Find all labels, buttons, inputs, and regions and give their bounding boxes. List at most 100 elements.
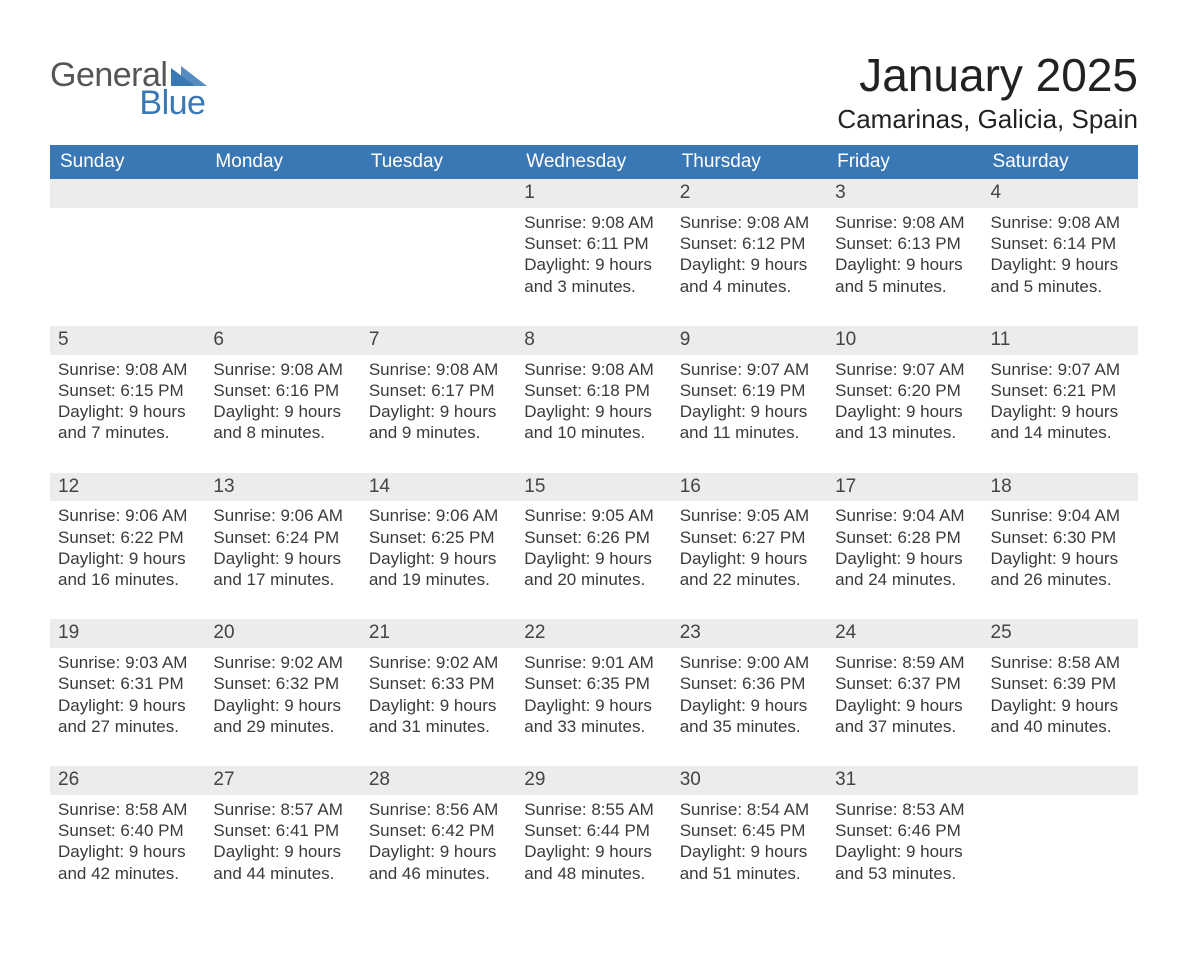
weekday-header: Tuesday (361, 145, 516, 179)
day-daylight1-line: Daylight: 9 hours (369, 548, 508, 569)
month-title: January 2025 (837, 48, 1138, 102)
day-daylight1-line: Daylight: 9 hours (369, 401, 508, 422)
day-daylight1-line: Daylight: 9 hours (680, 548, 819, 569)
brand-word2: Blue (50, 86, 207, 120)
day-sunset-line: Sunset: 6:20 PM (835, 380, 974, 401)
day-number: 13 (205, 473, 360, 502)
calendar-day-cell: 11Sunrise: 9:07 AMSunset: 6:21 PMDayligh… (983, 326, 1138, 473)
day-daylight2-line: and 46 minutes. (369, 863, 508, 884)
day-daylight2-line: and 11 minutes. (680, 422, 819, 443)
day-details: Sunrise: 8:53 AMSunset: 6:46 PMDaylight:… (827, 795, 982, 913)
weekday-header: Monday (205, 145, 360, 179)
day-sunset-line: Sunset: 6:11 PM (524, 233, 663, 254)
day-details: Sunrise: 9:07 AMSunset: 6:19 PMDaylight:… (672, 355, 827, 473)
calendar-week-row: 1Sunrise: 9:08 AMSunset: 6:11 PMDaylight… (50, 179, 1138, 326)
calendar-page: General Blue January 2025 Camarinas, Gal… (0, 0, 1188, 973)
day-daylight2-line: and 26 minutes. (991, 569, 1130, 590)
day-sunrise-line: Sunrise: 8:58 AM (58, 799, 197, 820)
day-number: 20 (205, 619, 360, 648)
day-sunrise-line: Sunrise: 8:53 AM (835, 799, 974, 820)
day-daylight1-line: Daylight: 9 hours (680, 695, 819, 716)
day-number: 26 (50, 766, 205, 795)
calendar-day-cell: 16Sunrise: 9:05 AMSunset: 6:27 PMDayligh… (672, 473, 827, 620)
day-daylight1-line: Daylight: 9 hours (680, 841, 819, 862)
day-number: 8 (516, 326, 671, 355)
day-details: Sunrise: 9:08 AMSunset: 6:16 PMDaylight:… (205, 355, 360, 473)
day-daylight1-line: Daylight: 9 hours (680, 254, 819, 275)
calendar-day-cell: 21Sunrise: 9:02 AMSunset: 6:33 PMDayligh… (361, 619, 516, 766)
day-sunset-line: Sunset: 6:46 PM (835, 820, 974, 841)
day-sunset-line: Sunset: 6:32 PM (213, 673, 352, 694)
day-daylight2-line: and 31 minutes. (369, 716, 508, 737)
day-details: Sunrise: 9:02 AMSunset: 6:33 PMDaylight:… (361, 648, 516, 766)
day-sunset-line: Sunset: 6:16 PM (213, 380, 352, 401)
day-details: Sunrise: 9:08 AMSunset: 6:13 PMDaylight:… (827, 208, 982, 326)
day-details: Sunrise: 9:04 AMSunset: 6:28 PMDaylight:… (827, 501, 982, 619)
day-sunrise-line: Sunrise: 9:08 AM (213, 359, 352, 380)
calendar-day-cell: 7Sunrise: 9:08 AMSunset: 6:17 PMDaylight… (361, 326, 516, 473)
day-daylight2-line: and 48 minutes. (524, 863, 663, 884)
day-daylight2-line: and 27 minutes. (58, 716, 197, 737)
day-daylight1-line: Daylight: 9 hours (835, 695, 974, 716)
calendar-week-row: 19Sunrise: 9:03 AMSunset: 6:31 PMDayligh… (50, 619, 1138, 766)
day-details: Sunrise: 9:04 AMSunset: 6:30 PMDaylight:… (983, 501, 1138, 619)
day-daylight1-line: Daylight: 9 hours (835, 548, 974, 569)
day-details: Sunrise: 9:08 AMSunset: 6:17 PMDaylight:… (361, 355, 516, 473)
day-sunset-line: Sunset: 6:42 PM (369, 820, 508, 841)
calendar-day-cell (50, 179, 205, 326)
day-number: 3 (827, 179, 982, 208)
day-daylight2-line: and 5 minutes. (991, 276, 1130, 297)
calendar-day-cell: 27Sunrise: 8:57 AMSunset: 6:41 PMDayligh… (205, 766, 360, 913)
day-details: Sunrise: 9:07 AMSunset: 6:20 PMDaylight:… (827, 355, 982, 473)
day-number (983, 766, 1138, 795)
day-daylight1-line: Daylight: 9 hours (58, 695, 197, 716)
day-details: Sunrise: 8:54 AMSunset: 6:45 PMDaylight:… (672, 795, 827, 913)
weekday-header: Sunday (50, 145, 205, 179)
day-details: Sunrise: 8:57 AMSunset: 6:41 PMDaylight:… (205, 795, 360, 913)
day-sunset-line: Sunset: 6:17 PM (369, 380, 508, 401)
day-daylight1-line: Daylight: 9 hours (58, 841, 197, 862)
day-daylight1-line: Daylight: 9 hours (991, 254, 1130, 275)
day-daylight1-line: Daylight: 9 hours (524, 548, 663, 569)
calendar-day-cell: 28Sunrise: 8:56 AMSunset: 6:42 PMDayligh… (361, 766, 516, 913)
calendar-day-cell: 4Sunrise: 9:08 AMSunset: 6:14 PMDaylight… (983, 179, 1138, 326)
day-number: 23 (672, 619, 827, 648)
title-block: January 2025 Camarinas, Galicia, Spain (837, 40, 1138, 145)
weekday-header: Thursday (672, 145, 827, 179)
calendar-day-cell: 8Sunrise: 9:08 AMSunset: 6:18 PMDaylight… (516, 326, 671, 473)
day-sunrise-line: Sunrise: 9:04 AM (835, 505, 974, 526)
day-daylight1-line: Daylight: 9 hours (835, 841, 974, 862)
day-details: Sunrise: 9:01 AMSunset: 6:35 PMDaylight:… (516, 648, 671, 766)
day-number: 28 (361, 766, 516, 795)
day-sunset-line: Sunset: 6:41 PM (213, 820, 352, 841)
day-details (50, 208, 205, 326)
day-number: 15 (516, 473, 671, 502)
day-details: Sunrise: 9:05 AMSunset: 6:26 PMDaylight:… (516, 501, 671, 619)
day-sunrise-line: Sunrise: 9:03 AM (58, 652, 197, 673)
day-number: 7 (361, 326, 516, 355)
day-details: Sunrise: 9:02 AMSunset: 6:32 PMDaylight:… (205, 648, 360, 766)
calendar-day-cell: 31Sunrise: 8:53 AMSunset: 6:46 PMDayligh… (827, 766, 982, 913)
day-number: 10 (827, 326, 982, 355)
day-number: 30 (672, 766, 827, 795)
day-number: 19 (50, 619, 205, 648)
day-sunrise-line: Sunrise: 9:02 AM (213, 652, 352, 673)
day-sunrise-line: Sunrise: 9:04 AM (991, 505, 1130, 526)
day-sunrise-line: Sunrise: 9:05 AM (524, 505, 663, 526)
day-details (361, 208, 516, 326)
day-daylight1-line: Daylight: 9 hours (991, 401, 1130, 422)
day-details: Sunrise: 9:07 AMSunset: 6:21 PMDaylight:… (983, 355, 1138, 473)
calendar-day-cell: 14Sunrise: 9:06 AMSunset: 6:25 PMDayligh… (361, 473, 516, 620)
day-number: 27 (205, 766, 360, 795)
day-daylight1-line: Daylight: 9 hours (991, 695, 1130, 716)
calendar-header-row: Sunday Monday Tuesday Wednesday Thursday… (50, 145, 1138, 179)
day-daylight2-line: and 10 minutes. (524, 422, 663, 443)
calendar-week-row: 12Sunrise: 9:06 AMSunset: 6:22 PMDayligh… (50, 473, 1138, 620)
day-daylight1-line: Daylight: 9 hours (213, 548, 352, 569)
day-daylight2-line: and 24 minutes. (835, 569, 974, 590)
day-details: Sunrise: 8:58 AMSunset: 6:39 PMDaylight:… (983, 648, 1138, 766)
day-daylight2-line: and 14 minutes. (991, 422, 1130, 443)
day-daylight2-line: and 3 minutes. (524, 276, 663, 297)
day-details: Sunrise: 9:05 AMSunset: 6:27 PMDaylight:… (672, 501, 827, 619)
day-sunset-line: Sunset: 6:39 PM (991, 673, 1130, 694)
